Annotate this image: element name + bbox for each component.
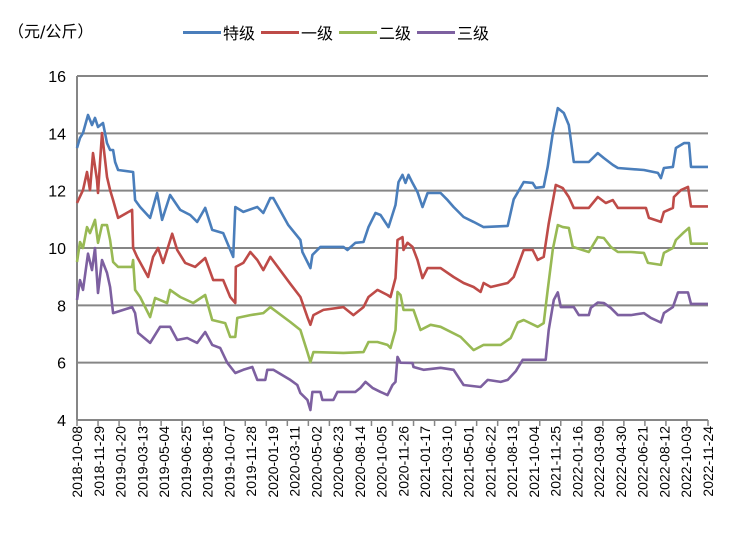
x-tick-label: 2022-06-21 <box>635 426 651 498</box>
x-tick-label: 2022-03-09 <box>591 426 607 498</box>
x-tick-label: 2021-08-13 <box>504 426 520 498</box>
y-axis-unit-label: （元/公斤） <box>8 22 94 41</box>
x-tick-label: 2020-03-11 <box>287 426 303 497</box>
legend-swatch <box>339 30 378 34</box>
chart-legend: 特级 一级 二级 三级 <box>183 20 495 44</box>
legend-swatch <box>183 30 221 34</box>
x-tick-label: 2020-05-02 <box>308 426 324 498</box>
x-tick-label: 2020-06-23 <box>330 426 346 498</box>
y-tick-label: 4 <box>57 413 66 430</box>
x-tick-label: 2022-10-03 <box>678 426 694 498</box>
x-tick-label: 2021-11-25 <box>548 426 564 497</box>
y-tick-label: 6 <box>57 356 66 373</box>
x-tick-label: 2022-11-24 <box>700 426 716 497</box>
x-tick-label: 2019-11-28 <box>243 426 259 497</box>
x-tick-label: 2020-01-19 <box>265 426 281 498</box>
x-tick-label: 2021-05-01 <box>461 426 477 498</box>
x-tick-label: 2019-06-25 <box>178 426 194 498</box>
x-tick-label: 2022-01-16 <box>569 426 585 498</box>
x-tick-label: 2020-08-14 <box>352 426 368 498</box>
y-tick-label: 16 <box>48 69 66 86</box>
legend-label: 特级 <box>223 24 256 43</box>
x-tick-label: 2019-10-07 <box>221 426 237 498</box>
legend-swatch <box>417 30 456 34</box>
x-tick-label: 2022-08-12 <box>656 426 672 498</box>
legend-item-grade-special: 特级 <box>183 20 255 44</box>
x-tick-label: 2019-03-13 <box>134 426 150 498</box>
y-tick-label: 12 <box>48 184 66 201</box>
x-tick-label: 2018-10-08 <box>69 426 85 498</box>
x-tick-label: 2020-11-26 <box>395 426 411 497</box>
y-tick-label: 14 <box>48 126 66 143</box>
legend-item-grade-2: 二级 <box>339 20 411 44</box>
legend-label: 一级 <box>301 24 334 43</box>
series-line-0 <box>75 106 708 270</box>
x-tick-label: 2019-08-16 <box>200 426 216 498</box>
y-tick-label: 10 <box>48 241 66 258</box>
x-tick-label: 2022-04-30 <box>613 426 629 498</box>
x-tick-label: 2021-10-04 <box>526 426 542 498</box>
x-tick-label: 2021-06-22 <box>482 426 498 498</box>
x-tick-label: 2021-03-10 <box>439 426 455 498</box>
x-tick-label: 2018-11-29 <box>91 426 107 497</box>
series-line-1 <box>75 131 708 327</box>
x-tick-label: 2019-01-20 <box>113 426 129 498</box>
y-tick-label: 8 <box>57 298 66 315</box>
legend-label: 三级 <box>457 24 490 43</box>
legend-label: 二级 <box>379 24 412 43</box>
x-tick-label: 2020-10-05 <box>374 426 390 498</box>
legend-item-grade-1: 一级 <box>261 20 333 44</box>
legend-swatch <box>261 30 300 34</box>
series-line-3 <box>75 246 708 412</box>
legend-item-grade-3: 三级 <box>417 20 489 44</box>
x-tick-label: 2021-01-17 <box>417 426 433 498</box>
series-line-2 <box>75 218 708 364</box>
x-tick-label: 2019-05-04 <box>156 426 172 498</box>
